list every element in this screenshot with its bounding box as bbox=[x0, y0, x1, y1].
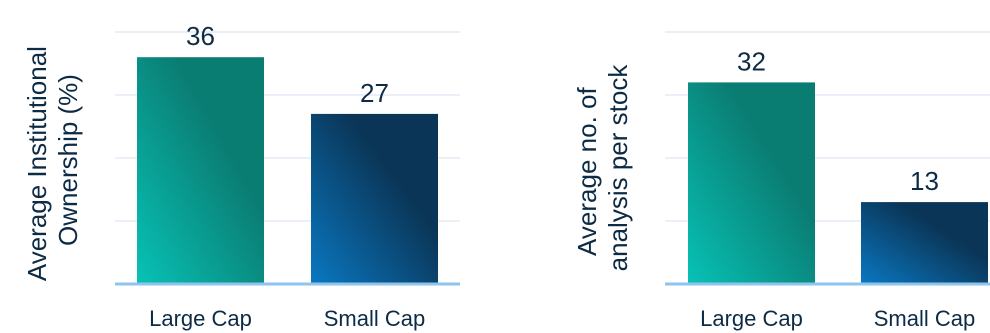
tick-label-small-cap: Small Cap bbox=[324, 306, 425, 331]
bar-small-cap bbox=[311, 113, 438, 285]
chart-1-tick-labels: Large Cap Small Cap bbox=[149, 306, 425, 331]
chart-1-data-labels: 36 27 bbox=[186, 21, 389, 108]
chart-2-bars bbox=[688, 82, 988, 285]
chart-1-y-axis-label: Average Institutional Ownership (%) bbox=[22, 39, 83, 281]
bar-large-cap bbox=[688, 82, 815, 285]
data-label-small-cap: 13 bbox=[910, 166, 939, 196]
tick-label-large-cap: Large Cap bbox=[149, 306, 252, 331]
bar-small-cap bbox=[861, 202, 988, 284]
bar-large-cap bbox=[137, 57, 264, 285]
chart-institutional-ownership: 36 27 Large Cap Small Cap Average Institut… bbox=[22, 21, 460, 331]
chart-analyst-coverage: 32 13 Large Cap Small Cap Average no. of a… bbox=[572, 31, 990, 331]
chart-2-tick-labels: Large Cap Small Cap bbox=[700, 306, 975, 331]
tick-label-small-cap: Small Cap bbox=[874, 306, 975, 331]
data-label-large-cap: 36 bbox=[186, 21, 215, 51]
data-label-large-cap: 32 bbox=[737, 46, 766, 76]
tick-label-large-cap: Large Cap bbox=[700, 306, 803, 331]
chart-1-bars bbox=[137, 57, 438, 285]
chart-2-data-labels: 32 13 bbox=[737, 46, 939, 196]
chart-2-y-axis-label: Average no. of analysis per stock bbox=[572, 64, 633, 272]
data-label-small-cap: 27 bbox=[360, 78, 389, 108]
